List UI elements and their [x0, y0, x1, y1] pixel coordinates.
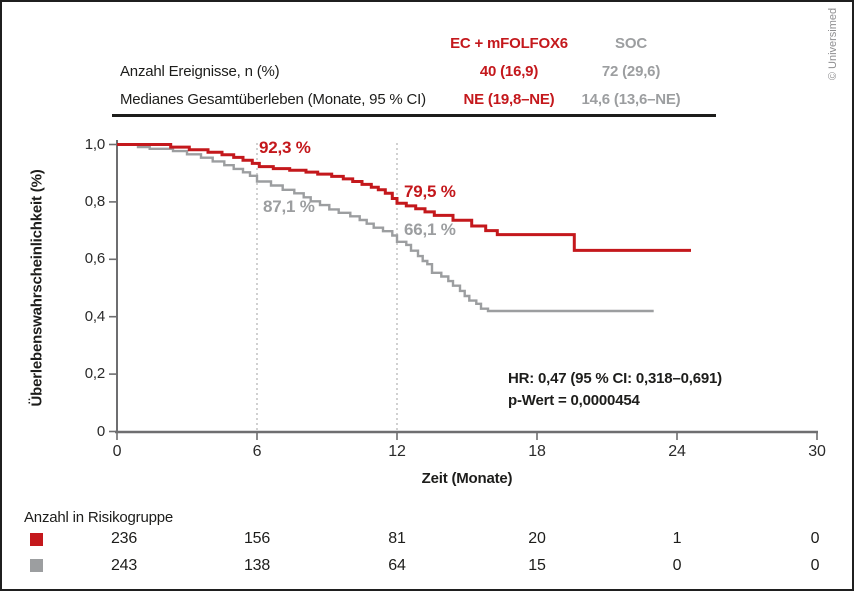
summary-row-label-median-os: Medianes Gesamtüberleben (Monate, 95 % C…	[120, 91, 426, 108]
annotation-soc-6mo: 87,1 %	[263, 197, 315, 216]
risk-count-row1-col4: 0	[672, 557, 682, 574]
risk-count-row1-col5: 0	[810, 557, 820, 574]
risk-count-row0-col3: 20	[528, 530, 546, 547]
x-tick-label-18: 18	[528, 443, 546, 460]
survival-curve-soc	[117, 143, 654, 313]
summary-value-median-ec: NE (19,8–NE)	[463, 91, 555, 108]
annotation-ec-6mo: 92,3 %	[259, 138, 311, 157]
x-axis-title: Zeit (Monate)	[421, 470, 513, 487]
y-tick-label-4: 0,2	[84, 365, 105, 383]
hazard-ratio-text: HR: 0,47 (95 % CI: 0,318–0,691)	[508, 370, 722, 387]
risk-count-row0-col0: 236	[110, 530, 138, 547]
p-value-text: p-Wert = 0,0000454	[508, 392, 640, 409]
y-tick-label-0: 1,0	[84, 135, 105, 153]
summary-value-events-ec: 40 (16,9)	[479, 63, 539, 80]
annotation-ec-12mo: 79,5 %	[404, 182, 456, 201]
risk-count-row1-col1: 138	[243, 557, 271, 574]
risk-count-row1-col0: 243	[110, 557, 138, 574]
summary-row-label-events: Anzahl Ereignisse, n (%)	[120, 63, 280, 80]
y-tick-label-3: 0,4	[84, 307, 105, 325]
summary-col-header-soc: SOC	[615, 35, 647, 52]
legend-swatch-ec	[30, 533, 43, 546]
risk-count-row1-col2: 64	[388, 557, 406, 574]
risk-count-row0-col5: 0	[810, 530, 820, 547]
x-tick-label-0: 0	[112, 443, 122, 460]
risk-count-row0-col4: 1	[672, 530, 682, 547]
summary-value-events-soc: 72 (29,6)	[601, 63, 661, 80]
y-tick-label-1: 0,8	[84, 192, 105, 210]
y-tick-label-5: 0	[96, 422, 105, 440]
risk-count-row1-col3: 15	[528, 557, 546, 574]
risk-count-row0-col1: 156	[243, 530, 271, 547]
summary-table-rule	[112, 114, 716, 117]
y-axis-title: Überlebenswahrscheinlichkeit (%)	[28, 169, 46, 407]
summary-col-header-ec: EC + mFOLFOX6	[450, 35, 568, 52]
summary-value-median-soc: 14,6 (13,6–NE)	[581, 91, 681, 108]
x-tick-label-24: 24	[668, 443, 686, 460]
x-tick-label-12: 12	[388, 443, 406, 460]
x-tick-label-6: 6	[252, 443, 262, 460]
risk-table-title: Anzahl in Risikogruppe	[24, 509, 174, 526]
survival-curve-ec-mfolfox6	[117, 143, 691, 252]
y-tick-label-2: 0,6	[84, 250, 105, 268]
risk-count-row0-col2: 81	[388, 530, 406, 547]
annotation-soc-12mo: 66,1 %	[404, 220, 456, 239]
legend-swatch-soc	[30, 559, 43, 572]
x-tick-label-30: 30	[808, 443, 826, 460]
